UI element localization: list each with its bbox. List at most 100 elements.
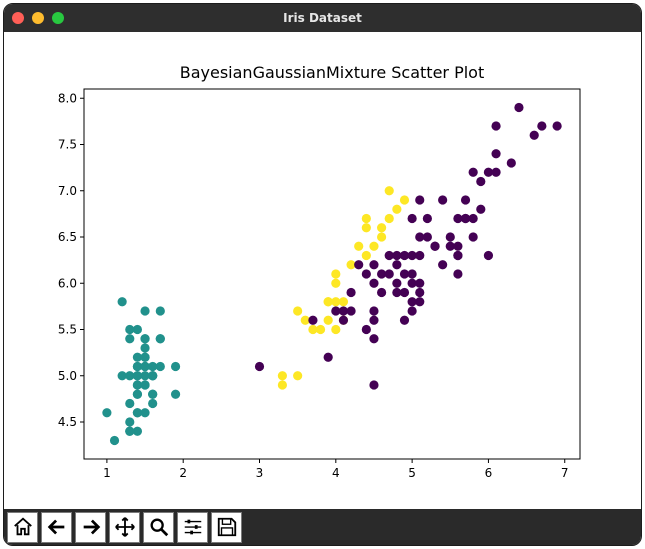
scatter-point <box>338 306 349 316</box>
maximize-window-button[interactable] <box>52 12 64 24</box>
x-tick-label: 1 <box>103 466 111 480</box>
scatter-point <box>254 361 265 372</box>
scatter-point <box>155 361 165 372</box>
scatter-point <box>338 315 349 325</box>
scatter-point <box>399 269 410 279</box>
x-tick-label: 3 <box>256 466 264 480</box>
scatter-point <box>422 232 432 242</box>
zoom-button[interactable] <box>143 511 174 543</box>
scatter-point <box>483 250 494 261</box>
y-tick-label: 8.0 <box>58 91 77 105</box>
move-icon <box>114 517 135 537</box>
scatter-point <box>407 269 417 279</box>
minimize-window-button[interactable] <box>32 12 44 24</box>
y-tick-label: 6.5 <box>58 230 77 244</box>
scatter-point <box>132 371 143 381</box>
magnifier-icon <box>150 518 168 537</box>
scatter-point <box>170 361 181 372</box>
scatter-point <box>369 306 379 316</box>
scatter-point <box>117 297 127 307</box>
scatter-point <box>338 297 349 307</box>
scatter-point <box>392 260 402 270</box>
scatter-point <box>125 398 135 409</box>
scatter-point <box>293 371 303 381</box>
scatter-point <box>346 306 356 316</box>
scatter-point <box>132 408 143 418</box>
scatter-point <box>369 380 379 390</box>
scatter-point <box>384 213 394 224</box>
configure-button[interactable] <box>177 511 208 543</box>
scatter-point <box>407 297 417 307</box>
scatter-point <box>468 213 478 224</box>
scatter-point <box>140 306 150 316</box>
y-tick-label: 7.5 <box>58 138 77 152</box>
scatter-point <box>125 417 135 427</box>
scatter-point <box>331 306 341 316</box>
scatter-point <box>369 278 379 288</box>
figure-canvas: BayesianGaussianMixture Scatter Plot 1 2 3… <box>4 32 641 512</box>
home-button[interactable] <box>7 511 38 543</box>
scatter-point <box>506 158 516 168</box>
scatter-point <box>148 361 158 372</box>
scatter-point <box>132 352 143 362</box>
scatter-point <box>430 241 440 251</box>
floppy-icon <box>217 517 236 537</box>
scatter-point <box>361 324 371 335</box>
forward-button[interactable] <box>75 511 106 543</box>
scatter-point <box>331 324 341 335</box>
scatter-point <box>125 371 135 381</box>
scatter-point <box>399 287 410 298</box>
save-button[interactable] <box>211 511 242 543</box>
scatter-point <box>415 232 425 242</box>
x-tick-label: 7 <box>561 466 569 480</box>
scatter-point <box>552 121 562 131</box>
scatter-point <box>529 130 539 140</box>
scatter-point <box>460 213 471 224</box>
scatter-point <box>102 408 112 418</box>
scatter-point <box>453 241 463 251</box>
sliders-icon <box>184 519 201 535</box>
scatter-point <box>377 269 387 279</box>
scatter-point <box>369 241 379 251</box>
scatter-point <box>361 213 371 224</box>
y-tick-label: 4.5 <box>58 415 77 429</box>
close-window-button[interactable] <box>12 12 24 24</box>
scatter-point <box>392 204 402 214</box>
scatter-point <box>323 297 333 307</box>
x-tick-label: 2 <box>179 466 187 480</box>
scatter-point <box>308 315 318 325</box>
scatter-point <box>125 334 135 344</box>
scatter-point <box>460 195 471 205</box>
scatter-point <box>170 389 181 399</box>
scatter-point <box>323 352 333 362</box>
scatter-point <box>453 250 463 261</box>
home-icon <box>13 517 32 536</box>
chart-title: BayesianGaussianMixture Scatter Plot <box>180 63 484 82</box>
scatter-point <box>148 398 158 409</box>
scatter-point <box>438 260 448 270</box>
scatter-point <box>377 287 387 298</box>
scatter-point <box>415 195 425 205</box>
scatter-point <box>125 426 135 436</box>
scatter-point <box>415 278 425 288</box>
scatter-point <box>491 167 501 177</box>
plot-area <box>83 88 581 460</box>
back-button[interactable] <box>41 511 72 543</box>
title-bar: Iris Dataset <box>4 4 641 32</box>
scatter-point <box>377 232 387 242</box>
scatter-point <box>132 361 143 372</box>
scatter-point <box>476 204 486 214</box>
scatter-point <box>132 426 143 436</box>
scatter-point <box>155 306 165 316</box>
scatter-point <box>468 232 478 242</box>
scatter-point <box>384 250 394 261</box>
scatter-point <box>445 232 455 242</box>
scatter-point <box>384 269 394 279</box>
scatter-point <box>117 371 127 381</box>
scatter-point <box>491 121 501 131</box>
scatter-point <box>476 176 486 187</box>
pan-button[interactable] <box>109 511 140 543</box>
scatter-point <box>125 324 135 335</box>
scatter-point <box>308 324 318 335</box>
scatter-point <box>132 380 143 390</box>
